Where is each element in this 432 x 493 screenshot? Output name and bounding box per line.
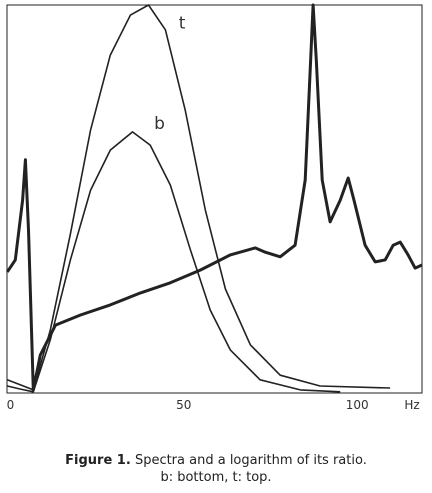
x-tick-label: 0 bbox=[7, 398, 15, 412]
caption-note: b: bottom, t: top. bbox=[160, 470, 272, 485]
x-tick-label: 50 bbox=[176, 398, 191, 412]
line bbox=[6, 3, 423, 392]
chart: 0 50 100 Hz t b bbox=[6, 3, 423, 412]
caption-text: Spectra and a logarithm of its ratio. bbox=[134, 453, 367, 468]
caption-label: Figure 1. bbox=[65, 453, 131, 468]
series-label: t bbox=[179, 13, 186, 33]
caption: Figure 1. Spectra and a logarithm of its… bbox=[0, 452, 432, 486]
series-label: b bbox=[154, 114, 165, 134]
line bbox=[7, 4, 391, 391]
x-axis-label: Hz bbox=[404, 398, 419, 412]
plot-frame bbox=[6, 4, 423, 394]
x-tick-label: 100 bbox=[346, 398, 369, 412]
line bbox=[7, 131, 341, 393]
